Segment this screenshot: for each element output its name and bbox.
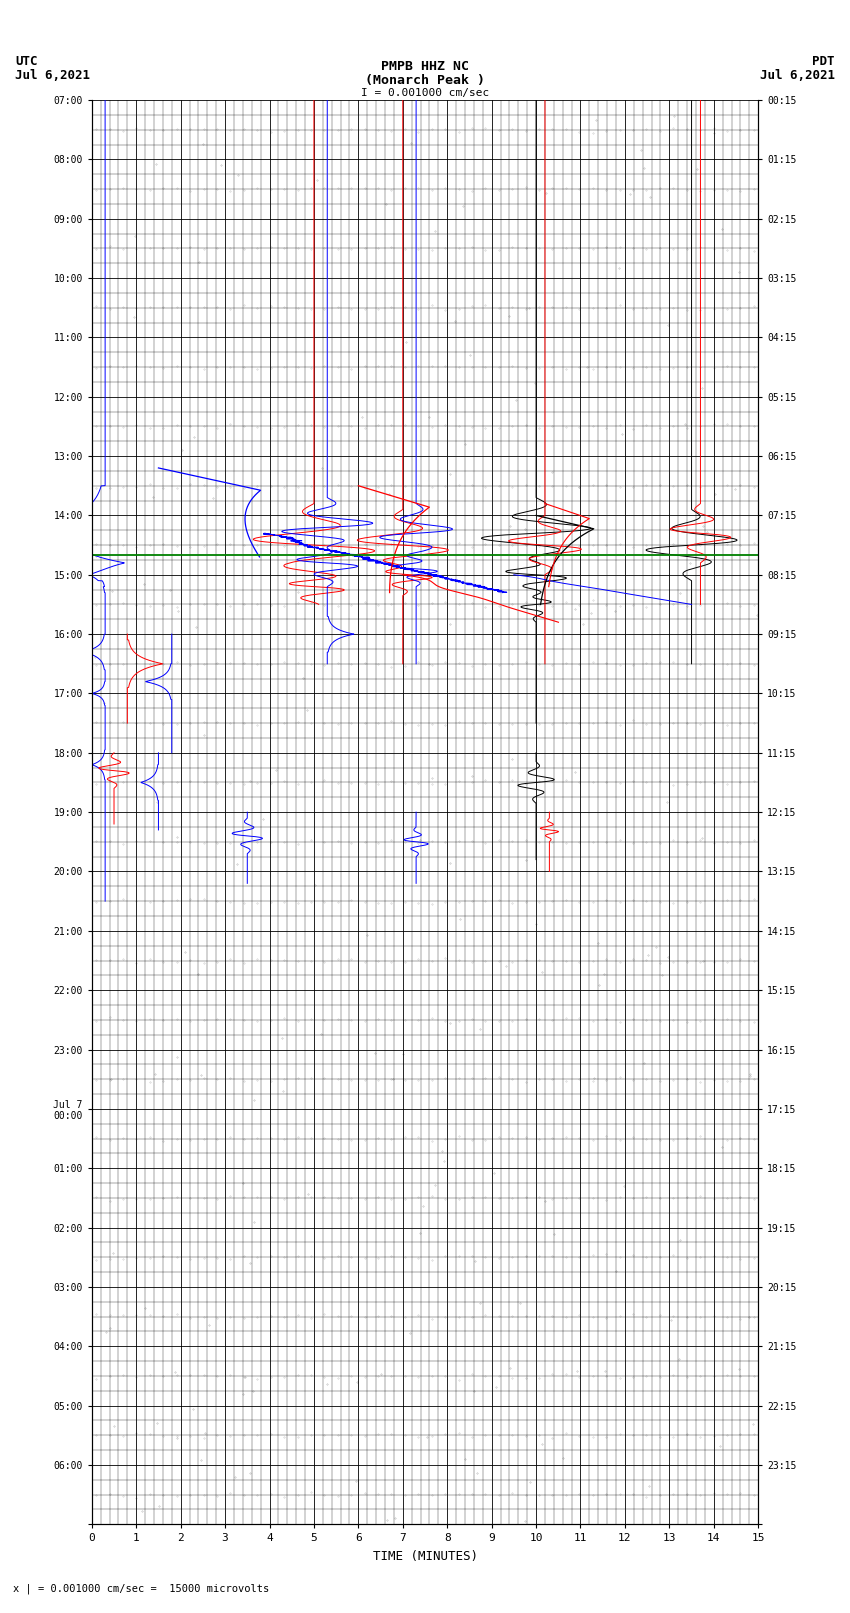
Text: PDT: PDT <box>813 55 835 68</box>
X-axis label: TIME (MINUTES): TIME (MINUTES) <box>372 1550 478 1563</box>
Text: PMPB HHZ NC: PMPB HHZ NC <box>381 60 469 74</box>
Text: Jul 6,2021: Jul 6,2021 <box>760 69 835 82</box>
Text: x | = 0.001000 cm/sec =  15000 microvolts: x | = 0.001000 cm/sec = 15000 microvolts <box>13 1582 269 1594</box>
Text: UTC: UTC <box>15 55 37 68</box>
Text: (Monarch Peak ): (Monarch Peak ) <box>365 74 485 87</box>
Text: I = 0.001000 cm/sec: I = 0.001000 cm/sec <box>361 87 489 98</box>
Text: Jul 6,2021: Jul 6,2021 <box>15 69 90 82</box>
